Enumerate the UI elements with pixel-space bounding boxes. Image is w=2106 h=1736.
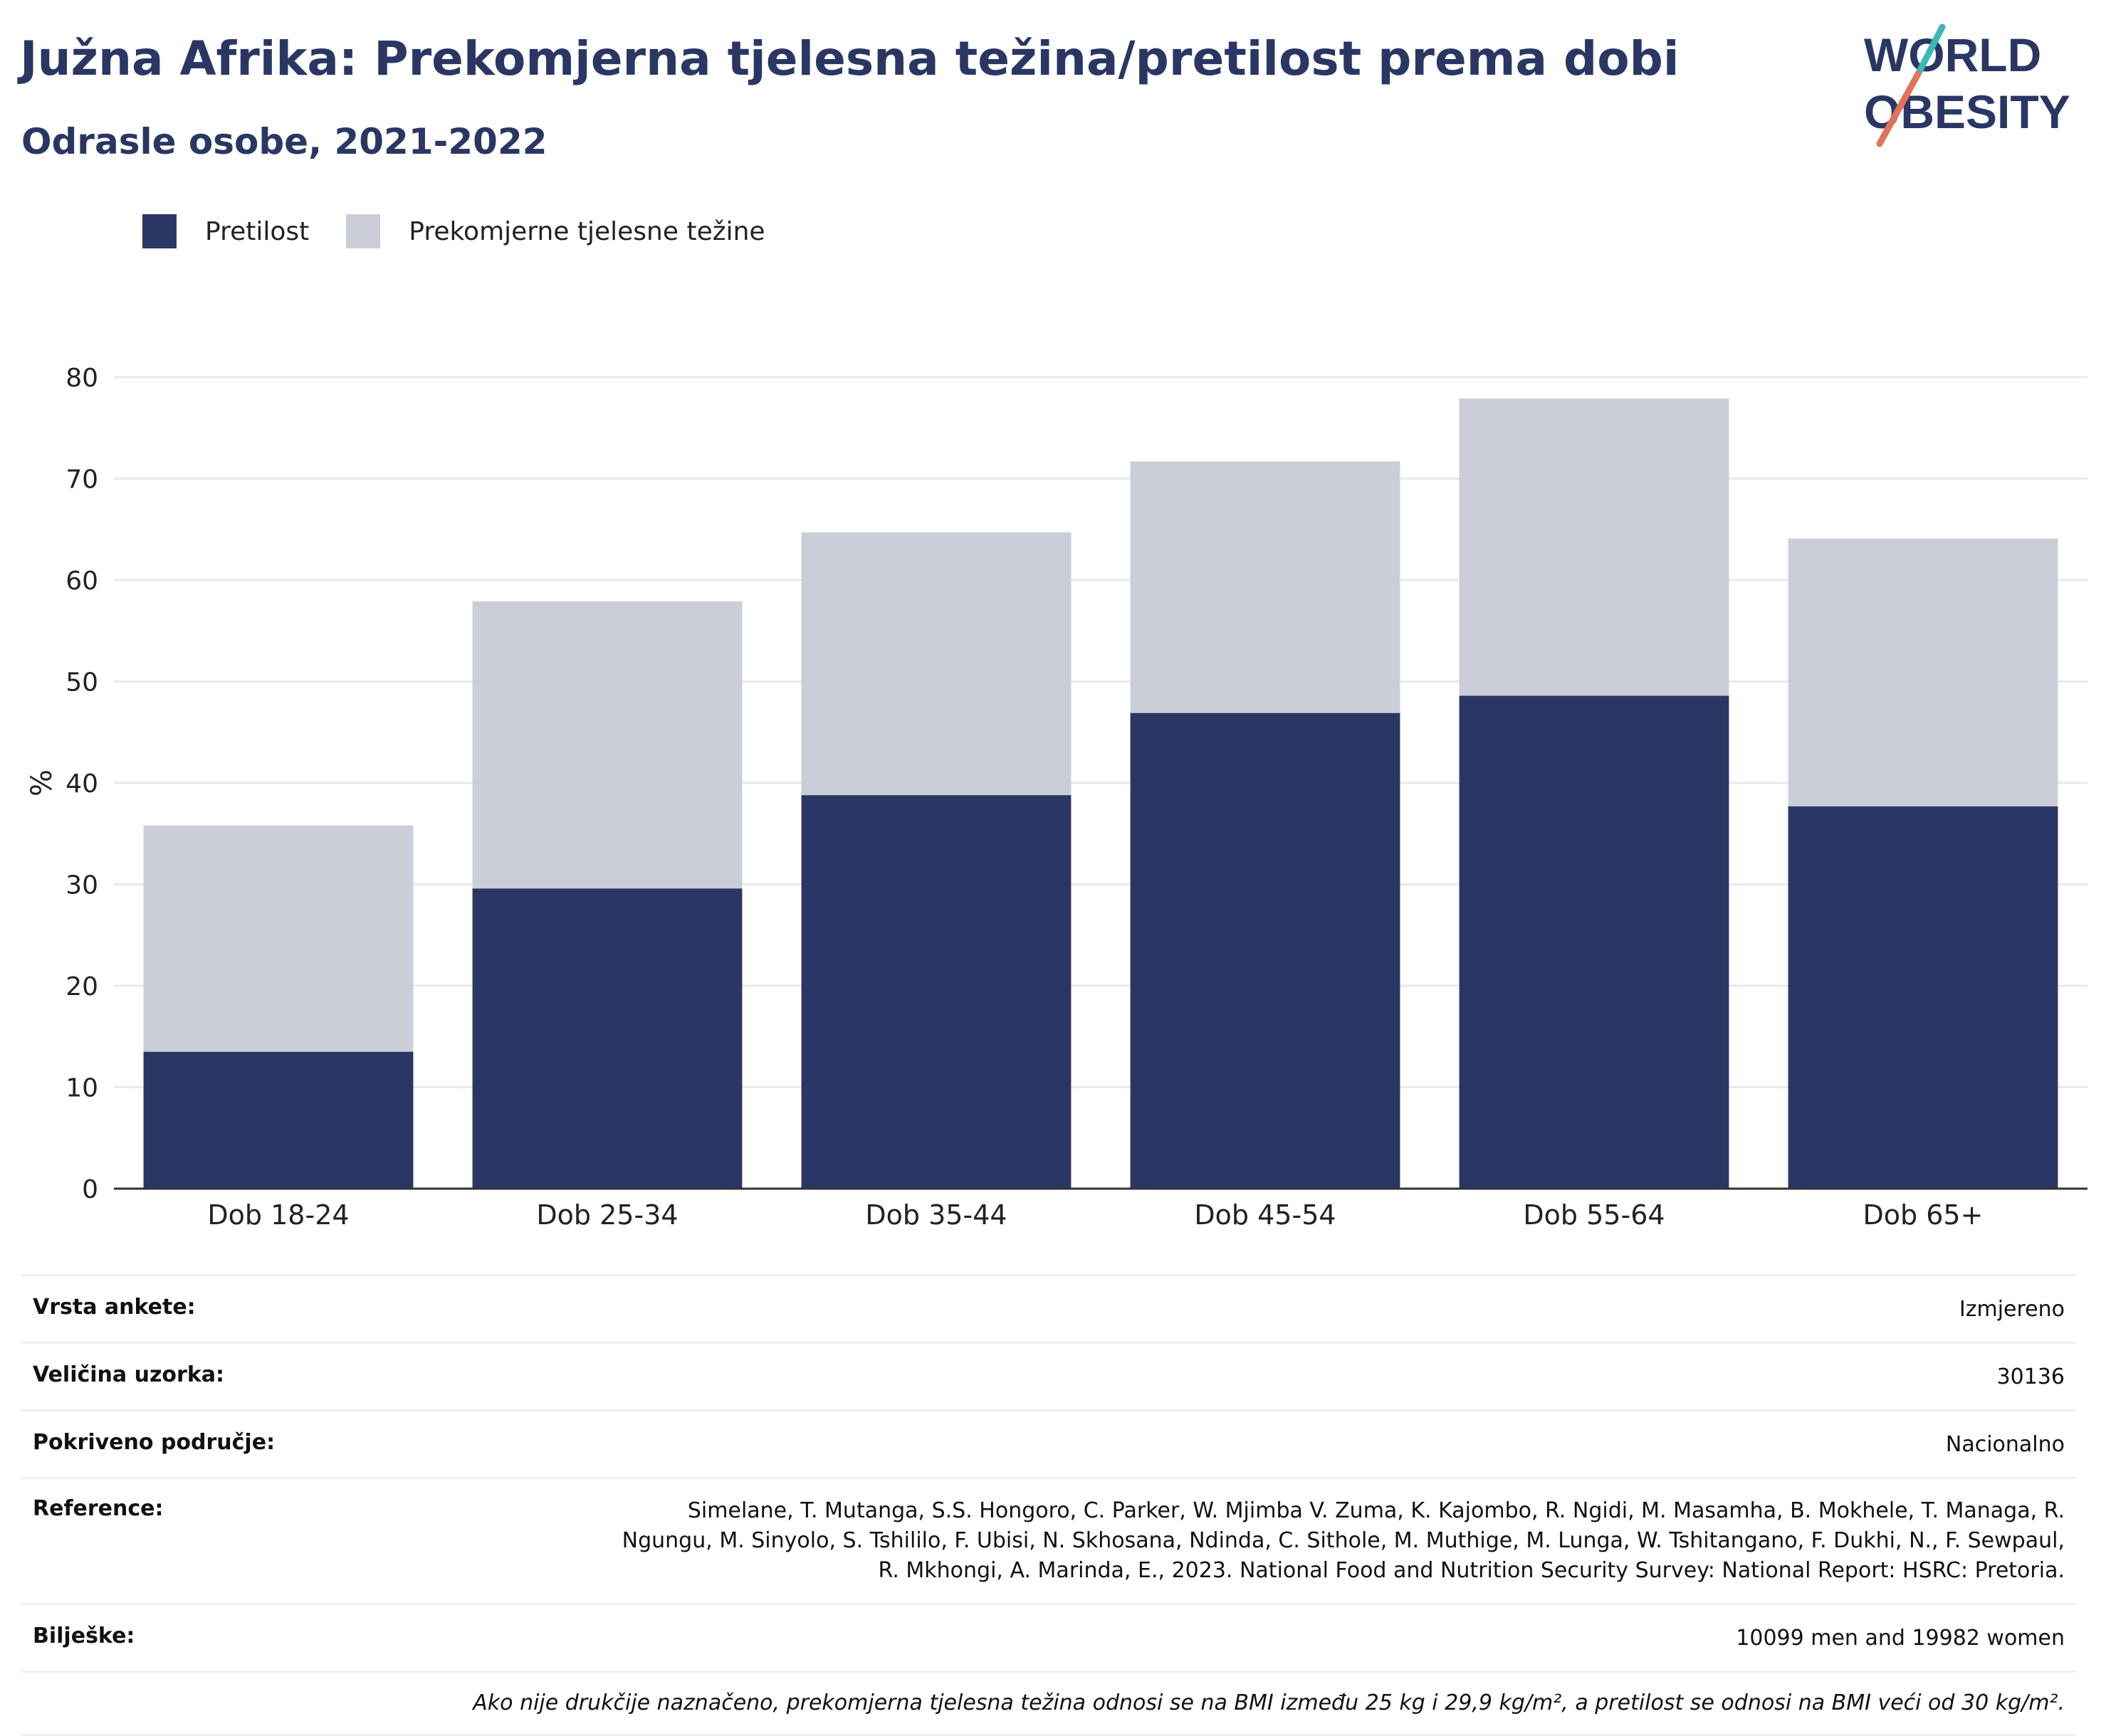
x-tick-label-4: Dob 55-64 [1523,1199,1665,1231]
info-row-sample-size: Veličina uzorka: 30136 [21,1342,2076,1409]
logo-slash-coral [1876,70,1922,147]
info-row-footnote: Ako nije drukčije naznačeno, prekomjerna… [21,1671,2076,1736]
legend-item-overweight[interactable]: Prekomjerne tjelesne težine [346,214,765,248]
bar-overweight-5 [1788,538,2058,806]
bar-obesity-5 [1788,806,2058,1189]
info-row-references: Reference: Simelane, T. Mutanga, S.S. Ho… [21,1477,2076,1603]
legend-swatch-overweight [346,214,381,248]
bar-overweight-1 [472,601,743,889]
y-tick-label-40: 40 [66,769,98,799]
info-row-notes: Bilješke: 10099 men and 19982 women [21,1603,2076,1671]
logo-slash-teal [1914,23,1946,78]
world-obesity-logo: WORLD OBESITY [1864,23,2070,147]
x-tick-label-0: Dob 18-24 [207,1199,349,1231]
notes-value: 10099 men and 19982 women [1736,1626,2065,1651]
bar-obesity-0 [143,1051,414,1189]
notes-label: Bilješke: [33,1624,135,1648]
bar-overweight-3 [1130,461,1400,713]
y-tick-label-50: 50 [66,668,98,698]
bar-obesity-3 [1130,712,1400,1189]
legend-label-obesity: Pretilost [205,216,310,246]
references-line-3: R. Mkhongi, A. Marinda, E., 2023. Nation… [878,1558,2065,1583]
references-line-2: Ngungu, M. Sinyolo, S. Tshililo, F. Ubis… [622,1528,2065,1553]
bar-obesity-4 [1459,695,1729,1189]
logo-word-1: WORLD [1864,28,2041,81]
legend-item-obesity[interactable]: Pretilost [142,214,309,248]
bar-obesity-1 [472,888,743,1189]
y-tick-label-10: 10 [66,1074,98,1103]
coverage-value: Nacionalno [1945,1432,2065,1457]
references-line-1: Simelane, T. Mutanga, S.S. Hongoro, C. P… [687,1498,2065,1523]
bar-overweight-2 [801,532,1072,796]
legend-swatch-obesity [142,214,177,248]
bar-obesity-2 [801,795,1072,1189]
survey-type-value: Izmjereno [1959,1297,2065,1322]
x-tick-label-2: Dob 35-44 [865,1199,1007,1231]
references-label: Reference: [33,1496,164,1521]
y-tick-label-70: 70 [66,465,98,495]
y-tick-label-80: 80 [66,364,98,393]
y-axis-label: % [26,769,58,796]
sample-size-value: 30136 [1996,1364,2065,1389]
x-tick-label-3: Dob 45-54 [1194,1199,1336,1231]
sample-size-label: Veličina uzorka: [33,1362,225,1387]
info-row-coverage: Pokriveno područje: Nacionalno [21,1409,2076,1477]
survey-info-table: Vrsta ankete: Izmjereno Veličina uzorka:… [21,1274,2076,1736]
bar-overweight-4 [1459,398,1729,696]
y-tick-label-30: 30 [66,871,98,900]
coverage-label: Pokriveno područje: [33,1430,276,1455]
chart-title: Južna Afrika: Prekomjerna tjelesna težin… [20,31,1680,86]
legend-label-overweight: Prekomjerne tjelesne težine [409,216,765,246]
chart-legend: Pretilost Prekomjerne tjelesne težine [142,214,802,249]
bar-overweight-0 [143,825,414,1052]
footnote-text: Ako nije drukčije naznačeno, prekomjerna… [473,1690,2065,1715]
info-row-survey-type: Vrsta ankete: Izmjereno [21,1274,2076,1342]
bar-chart: 0 10 20 30 40 50 60 70 80% Dob 18-24 Dob 25-34 Dob … [26,364,2087,1231]
x-tick-label-5: Dob 65+ [1863,1199,1984,1231]
y-tick-label-20: 20 [66,972,98,1001]
references-value: Simelane, T. Mutanga, S.S. Hongoro, C. P… [622,1496,2065,1586]
y-tick-label-0: 0 [82,1175,98,1204]
survey-type-label: Vrsta ankete: [33,1295,196,1320]
y-tick-label-60: 60 [66,567,98,596]
chart-subtitle: Odrasle osobe, 2021-2022 [21,121,548,162]
x-tick-label-1: Dob 25-34 [536,1199,678,1231]
